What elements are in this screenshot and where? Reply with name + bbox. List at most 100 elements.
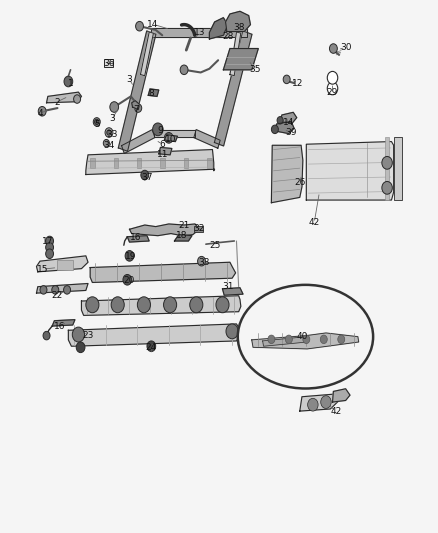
Circle shape (136, 21, 144, 31)
Polygon shape (122, 130, 155, 154)
Polygon shape (118, 31, 156, 151)
Circle shape (46, 236, 53, 246)
Text: 32: 32 (194, 224, 205, 233)
Polygon shape (52, 320, 75, 326)
Circle shape (125, 251, 134, 261)
Polygon shape (223, 49, 258, 70)
Circle shape (52, 286, 59, 294)
Text: 2: 2 (55, 98, 60, 107)
Circle shape (110, 102, 119, 112)
Text: 3: 3 (127, 75, 132, 84)
Polygon shape (280, 112, 297, 123)
Circle shape (103, 140, 110, 147)
Polygon shape (86, 150, 215, 174)
Circle shape (338, 335, 345, 344)
Circle shape (277, 117, 283, 124)
Polygon shape (300, 394, 339, 411)
Text: 37: 37 (141, 173, 153, 182)
Circle shape (180, 65, 188, 75)
Text: 34: 34 (103, 141, 115, 150)
Circle shape (95, 119, 99, 125)
Circle shape (107, 130, 111, 135)
Ellipse shape (238, 285, 373, 389)
Circle shape (38, 107, 46, 116)
Text: 3: 3 (109, 114, 115, 123)
Text: 12: 12 (292, 78, 303, 87)
Circle shape (123, 274, 132, 285)
Text: 31: 31 (222, 282, 233, 291)
Polygon shape (306, 142, 394, 200)
Circle shape (320, 335, 327, 344)
Circle shape (190, 297, 203, 313)
Text: 11: 11 (156, 150, 168, 159)
Circle shape (74, 95, 81, 103)
Circle shape (382, 181, 392, 194)
Circle shape (76, 342, 85, 353)
Polygon shape (230, 32, 241, 76)
Polygon shape (151, 28, 247, 37)
Text: 33: 33 (106, 130, 118, 139)
Polygon shape (215, 31, 252, 146)
Text: 19: 19 (125, 253, 137, 261)
Bar (194, 226, 203, 232)
Bar (137, 158, 141, 168)
Polygon shape (148, 89, 159, 96)
Polygon shape (164, 135, 177, 142)
Circle shape (283, 75, 290, 84)
Circle shape (43, 332, 50, 340)
Text: 26: 26 (294, 178, 305, 187)
Polygon shape (194, 130, 220, 148)
Polygon shape (174, 235, 192, 241)
Circle shape (64, 76, 73, 87)
Polygon shape (223, 288, 243, 295)
Text: 40: 40 (296, 332, 307, 341)
Text: 8: 8 (148, 88, 154, 98)
Text: 7: 7 (133, 104, 139, 114)
Circle shape (93, 118, 100, 126)
Polygon shape (272, 146, 303, 203)
Bar (207, 158, 212, 168)
Polygon shape (252, 333, 359, 349)
Circle shape (135, 104, 142, 112)
Text: 36: 36 (103, 59, 115, 68)
Circle shape (321, 395, 331, 408)
Circle shape (86, 297, 99, 313)
Polygon shape (275, 122, 294, 134)
Circle shape (307, 398, 318, 411)
Bar (394, 138, 402, 200)
Text: 5: 5 (94, 119, 99, 128)
Polygon shape (132, 101, 140, 110)
Text: 24: 24 (146, 343, 157, 352)
Text: 13: 13 (194, 28, 205, 37)
Circle shape (272, 125, 279, 134)
Polygon shape (209, 18, 228, 39)
Text: 42: 42 (330, 407, 342, 416)
Polygon shape (36, 284, 88, 293)
Text: 1: 1 (68, 78, 74, 87)
Circle shape (141, 170, 149, 180)
Text: 30: 30 (340, 43, 351, 52)
Polygon shape (153, 130, 195, 138)
Circle shape (40, 286, 47, 294)
Circle shape (268, 335, 275, 344)
Text: 38: 38 (233, 23, 244, 32)
Text: 29: 29 (327, 87, 338, 96)
Circle shape (46, 243, 53, 252)
Circle shape (163, 297, 177, 313)
Text: 15: 15 (37, 265, 48, 273)
Text: 14: 14 (283, 118, 294, 127)
Circle shape (138, 297, 150, 313)
Circle shape (64, 286, 71, 294)
Circle shape (286, 335, 292, 344)
Text: 39: 39 (285, 128, 297, 137)
Circle shape (303, 335, 310, 344)
Polygon shape (90, 262, 236, 282)
Text: 16: 16 (130, 233, 142, 242)
Polygon shape (159, 148, 172, 155)
Text: 9: 9 (157, 126, 163, 135)
Polygon shape (46, 92, 81, 103)
Circle shape (327, 71, 338, 84)
Bar (90, 158, 95, 168)
Circle shape (105, 128, 113, 138)
Polygon shape (127, 236, 149, 242)
